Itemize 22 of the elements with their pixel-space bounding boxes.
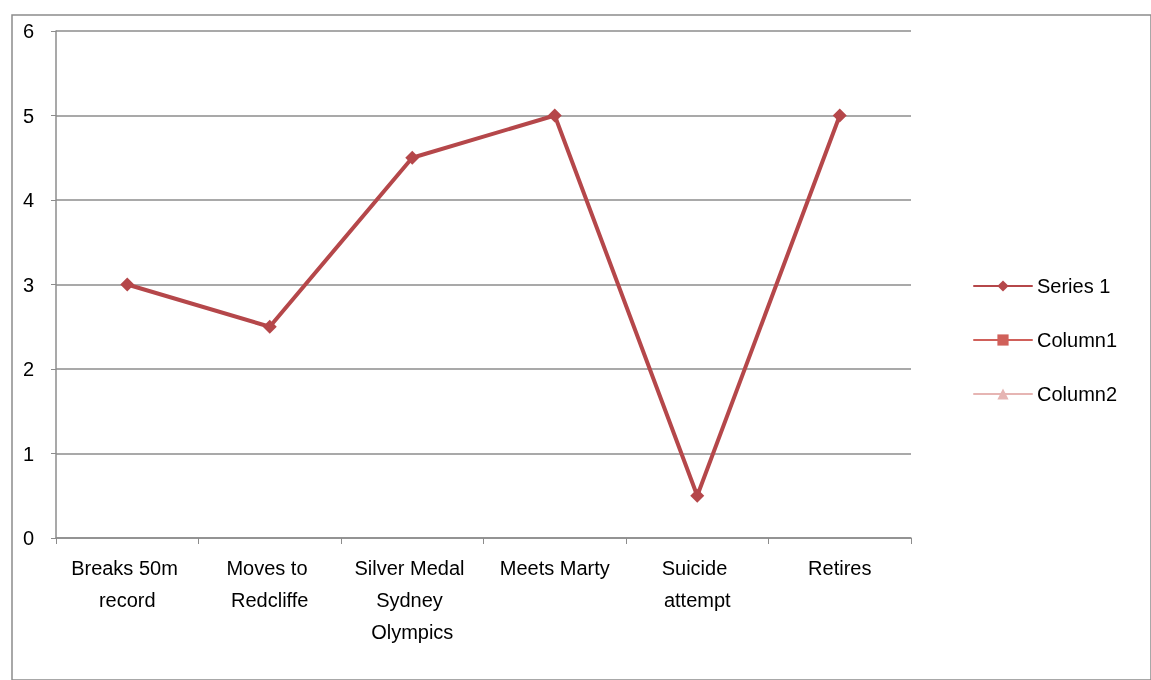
- y-tick-label: 5: [22, 104, 34, 127]
- point: [832, 108, 847, 123]
- x-tick-label: Suicide attempt: [661, 557, 733, 611]
- point: [120, 277, 135, 292]
- x-tick-label: Meets Marty: [499, 557, 610, 579]
- x-tick-label: Moves to Redcliffe: [226, 557, 314, 611]
- x-tick-label: Breaks 50m record: [71, 557, 184, 611]
- y-tick-label: 2: [22, 358, 34, 380]
- point: [547, 108, 562, 123]
- point: [690, 488, 705, 503]
- point: [405, 150, 420, 165]
- x-tick-label: Silver Medal Sydney Olympics: [354, 557, 471, 643]
- legend-label: Column2: [1037, 383, 1118, 405]
- y-tick-label: 0: [22, 527, 34, 549]
- y-tick-label: 3: [22, 273, 34, 296]
- y-tick-label: 4: [22, 189, 34, 211]
- y-tick-label: 6: [22, 20, 34, 42]
- x-tick-label: Retires: [808, 557, 872, 579]
- legend-label: Column1: [1037, 329, 1118, 351]
- legend-label: Series 1: [1037, 275, 1111, 297]
- point: [262, 319, 277, 334]
- y-tick-label: 1: [22, 442, 34, 465]
